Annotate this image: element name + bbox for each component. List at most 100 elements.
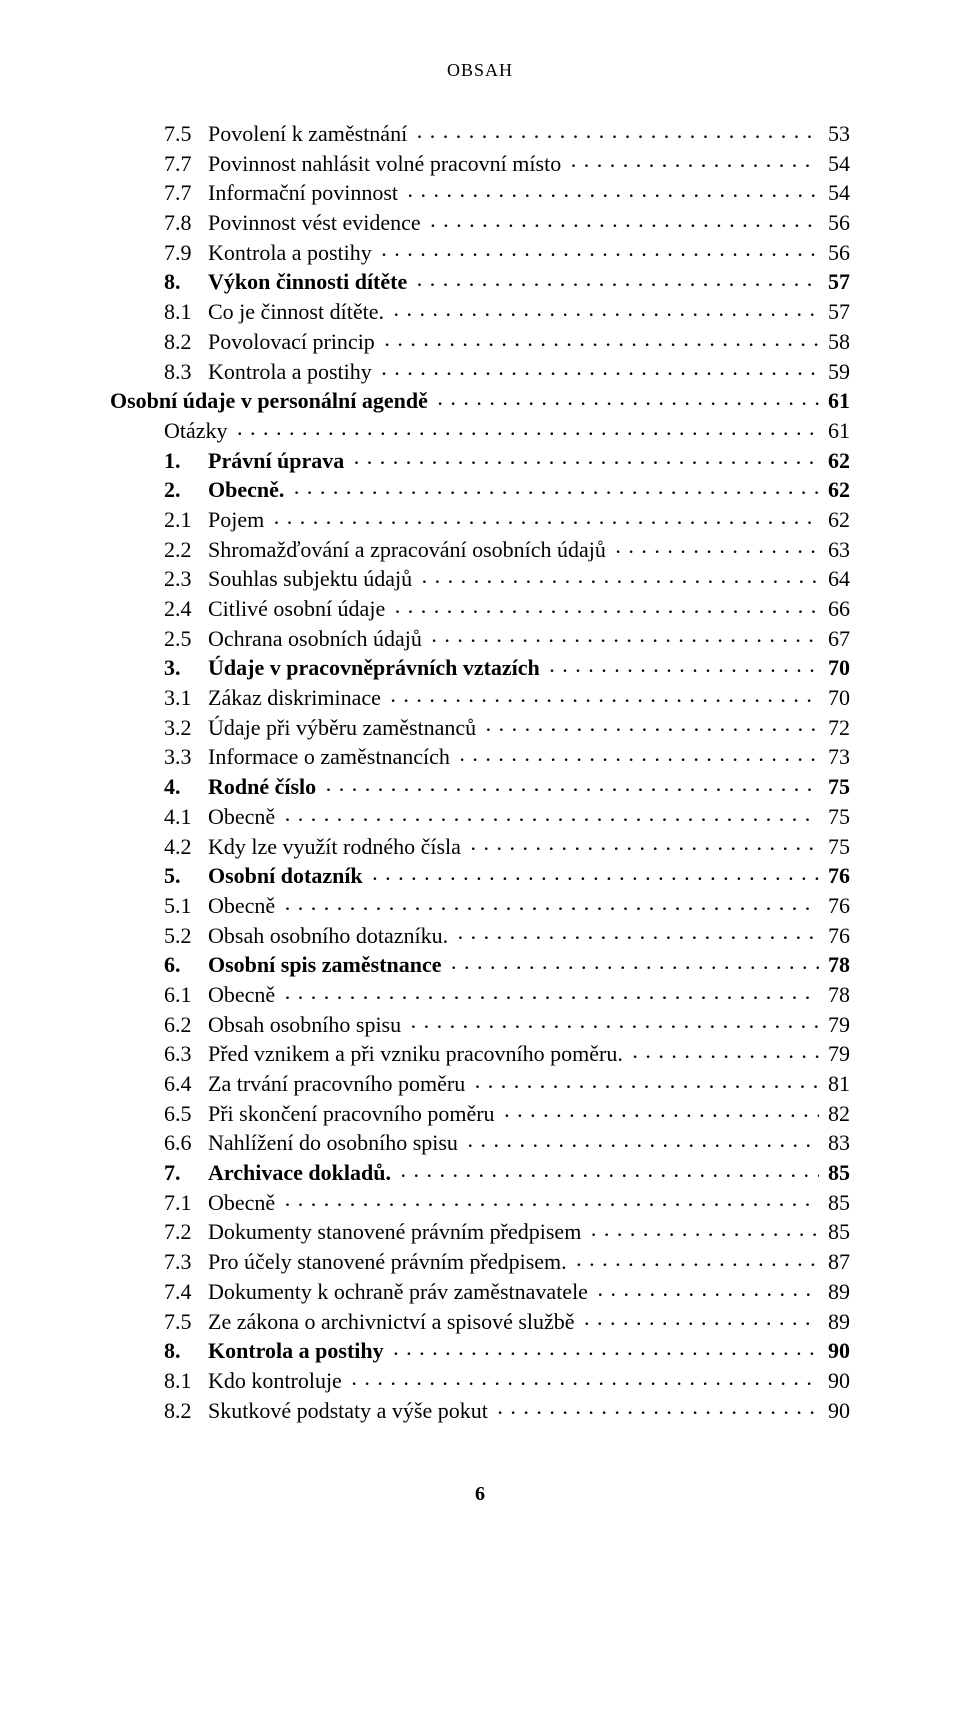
toc-entry: 2.5 Ochrana osobních údajů 67 xyxy=(164,624,850,654)
toc-entry: 7.1 Obecně 85 xyxy=(164,1188,850,1218)
toc-entry: 8.1 Kdo kontroluje 90 xyxy=(164,1366,850,1396)
toc-entry-title: Archivace dokladů. xyxy=(208,1158,396,1188)
toc-leader-dots xyxy=(408,186,819,208)
toc-entry-title: Údaje v pracovněprávních vztazích xyxy=(208,653,545,683)
toc-leader-dots xyxy=(459,750,818,772)
toc-leader-dots xyxy=(437,394,818,416)
toc-entry-number: 7.3 xyxy=(164,1247,208,1277)
toc-leader-dots xyxy=(475,1077,819,1099)
toc-leader-dots xyxy=(458,928,819,950)
toc-entry-page: 64 xyxy=(823,564,851,594)
toc-entry: 8.2 Povolovací princip 58 xyxy=(164,327,850,357)
toc-leader-dots xyxy=(285,1195,819,1217)
toc-entry: 7.9 Kontrola a postihy 56 xyxy=(164,238,850,268)
toc-leader-dots xyxy=(285,899,819,921)
toc-list: 7.5 Povolení k zaměstnání 537.7 Povinnos… xyxy=(110,119,850,1425)
toc-leader-dots xyxy=(274,513,819,535)
toc-entry-number: 4.1 xyxy=(164,802,208,832)
toc-entry-number: 4. xyxy=(164,772,208,802)
toc-entry-page: 85 xyxy=(823,1217,851,1247)
toc-entry: Osobní údaje v personální agendě 61 xyxy=(110,386,850,416)
toc-entry-title: Rodné číslo xyxy=(208,772,322,802)
toc-leader-dots xyxy=(390,691,818,713)
toc-entry-number: 6.1 xyxy=(164,980,208,1010)
toc-entry-title: Shromažďování a zpracování osobních údaj… xyxy=(208,535,611,565)
toc-entry: 2.3 Souhlas subjektu údajů 64 xyxy=(164,564,850,594)
toc-entry-number: 5.1 xyxy=(164,891,208,921)
toc-entry-title: Ochrana osobních údajů xyxy=(208,624,427,654)
toc-entry: 8. Kontrola a postihy 90 xyxy=(164,1336,850,1366)
toc-entry-title: Kontrola a postihy xyxy=(208,357,377,387)
toc-leader-dots xyxy=(395,602,819,624)
toc-entry-title: Informační povinnost xyxy=(208,178,404,208)
toc-leader-dots xyxy=(384,335,818,357)
toc-entry-title: Pojem xyxy=(208,505,270,535)
toc-leader-dots xyxy=(422,572,819,594)
toc-leader-dots xyxy=(591,1225,819,1247)
toc-leader-dots xyxy=(294,483,819,505)
toc-entry: 3. Údaje v pracovněprávních vztazích 70 xyxy=(164,653,850,683)
toc-entry-number: 2.5 xyxy=(164,624,208,654)
toc-entry-page: 66 xyxy=(823,594,851,624)
toc-leader-dots xyxy=(326,780,819,802)
toc-entry-page: 78 xyxy=(823,980,851,1010)
toc-entry-page: 70 xyxy=(823,683,851,713)
toc-entry-page: 85 xyxy=(823,1188,851,1218)
page: OBSAH 7.5 Povolení k zaměstnání 537.7 Po… xyxy=(0,0,960,1731)
toc-entry-page: 57 xyxy=(823,297,851,327)
toc-entry-page: 76 xyxy=(823,861,851,891)
toc-entry-title: Povinnost nahlásit volné pracovní místo xyxy=(208,149,567,179)
page-header: OBSAH xyxy=(110,60,850,81)
toc-entry: 5.2 Obsah osobního dotazníku. 76 xyxy=(164,921,850,951)
toc-entry-title: Před vznikem a při vzniku pracovního pom… xyxy=(208,1039,628,1069)
toc-leader-dots xyxy=(393,1344,818,1366)
toc-leader-dots xyxy=(597,1285,818,1307)
toc-leader-dots xyxy=(400,1166,818,1188)
toc-entry-number: 7.5 xyxy=(164,119,208,149)
toc-entry-number: 3.1 xyxy=(164,683,208,713)
toc-entry-number: 7.7 xyxy=(164,149,208,179)
toc-entry-page: 79 xyxy=(823,1039,851,1069)
toc-entry-page: 83 xyxy=(823,1128,851,1158)
toc-entry: 6.5 Při skončení pracovního poměru 82 xyxy=(164,1099,850,1129)
toc-entry: 2.2 Shromažďování a zpracování osobních … xyxy=(164,535,850,565)
toc-entry-number: 8. xyxy=(164,1336,208,1366)
toc-entry-page: 73 xyxy=(823,742,851,772)
toc-entry-number: 7.4 xyxy=(164,1277,208,1307)
toc-entry-page: 76 xyxy=(823,891,851,921)
toc-entry: 2. Obecně. 62 xyxy=(164,475,850,505)
toc-entry-title: Kdy lze využít rodného čísla xyxy=(208,832,466,862)
toc-entry-title: Při skončení pracovního poměru xyxy=(208,1099,500,1129)
toc-entry-title: Za trvání pracovního poměru xyxy=(208,1069,471,1099)
toc-leader-dots xyxy=(285,988,819,1010)
toc-entry: 8. Výkon činnosti dítěte 57 xyxy=(164,267,850,297)
toc-entry: 7. Archivace dokladů. 85 xyxy=(164,1158,850,1188)
toc-entry-title: Osobní dotazník xyxy=(208,861,368,891)
toc-entry-title: Kdo kontroluje xyxy=(208,1366,347,1396)
toc-entry-page: 75 xyxy=(823,772,851,802)
toc-entry-title: Souhlas subjektu údajů xyxy=(208,564,418,594)
toc-leader-dots xyxy=(497,1403,818,1425)
toc-entry: 7.2 Dokumenty stanovené právním předpise… xyxy=(164,1217,850,1247)
toc-entry-page: 62 xyxy=(823,446,851,476)
toc-entry: 3.1 Zákaz diskriminace 70 xyxy=(164,683,850,713)
toc-entry-title: Nahlížení do osobního spisu xyxy=(208,1128,463,1158)
toc-entry-page: 82 xyxy=(823,1099,851,1129)
toc-entry-page: 90 xyxy=(823,1366,851,1396)
toc-entry-title: Osobní údaje v personální agendě xyxy=(110,386,433,416)
toc-leader-dots xyxy=(372,869,818,891)
toc-entry-title: Skutkové podstaty a výše pokut xyxy=(208,1396,493,1426)
toc-entry-page: 61 xyxy=(823,416,851,446)
toc-entry-number: 6.3 xyxy=(164,1039,208,1069)
toc-entry: 6. Osobní spis zaměstnance 78 xyxy=(164,950,850,980)
toc-entry-page: 72 xyxy=(823,713,851,743)
toc-entry-number: 8.3 xyxy=(164,357,208,387)
toc-entry-page: 75 xyxy=(823,832,851,862)
toc-entry-title: Co je činnost dítěte. xyxy=(208,297,389,327)
toc-entry-number: 6.5 xyxy=(164,1099,208,1129)
toc-entry-title: Povinnost vést evidence xyxy=(208,208,426,238)
toc-entry-page: 70 xyxy=(823,653,851,683)
toc-leader-dots xyxy=(285,810,819,832)
toc-leader-dots xyxy=(430,216,818,238)
toc-entry-page: 58 xyxy=(823,327,851,357)
